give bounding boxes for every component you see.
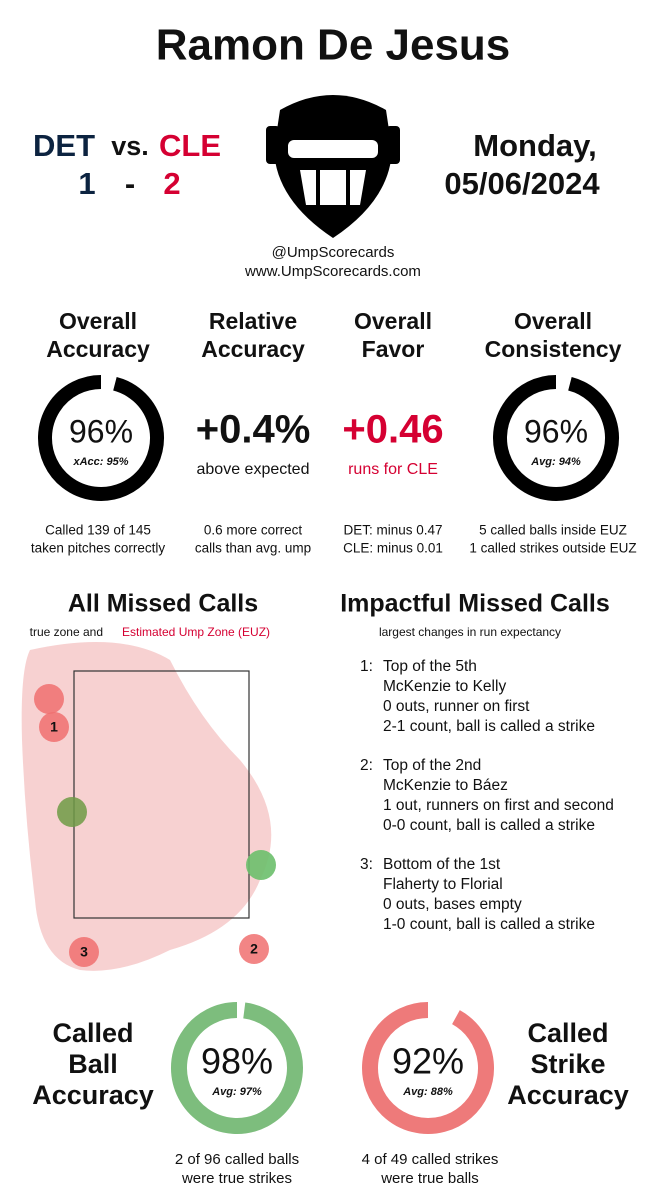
ring-sub: Avg: 94%	[530, 456, 581, 468]
item-line: 0 outs, bases empty	[383, 896, 522, 913]
metric-title: Favor	[362, 336, 425, 362]
accuracy-note: 4 of 49 called strikes	[362, 1151, 499, 1168]
metric-value: +0.46	[342, 408, 443, 452]
ring-sub: xAcc: 95%	[72, 456, 128, 468]
accuracy-title: Accuracy	[507, 1080, 629, 1110]
ring-label: 96%	[69, 413, 133, 449]
metric-note: calls than avg. ump	[195, 541, 311, 556]
metric-title: Overall	[59, 308, 137, 334]
ring-label: 96%	[524, 413, 588, 449]
metric-note: 0.6 more correct	[204, 523, 303, 538]
ring-arc	[493, 375, 619, 501]
item-line: 1 out, runners on first and second	[383, 797, 614, 814]
item-line: McKenzie to Báez	[383, 777, 508, 794]
item-line: 0-0 count, ball is called a strike	[383, 817, 595, 834]
metric-title: Overall	[354, 308, 432, 334]
item-number: 2:	[360, 757, 373, 774]
accuracy-title: Accuracy	[32, 1080, 154, 1110]
call-label: 2	[250, 941, 258, 957]
item-line: Bottom of the 1st	[383, 856, 501, 873]
accuracy-title: Called	[527, 1018, 608, 1048]
item-line: 2-1 count, ball is called a strike	[383, 718, 595, 735]
section-title: Impactful Missed Calls	[340, 590, 610, 618]
day: Monday,	[473, 128, 596, 163]
metric-note: taken pitches correctly	[31, 541, 166, 556]
item-line: Top of the 2nd	[383, 757, 481, 774]
metric-note: CLE: minus 0.01	[343, 541, 443, 556]
metric-title: Relative	[209, 308, 297, 334]
ring-label: 92%	[392, 1041, 464, 1082]
accuracy-note: were true balls	[380, 1170, 479, 1187]
accuracy-title: Called	[52, 1018, 133, 1048]
metric-value: +0.4%	[196, 408, 311, 452]
item-number: 3:	[360, 856, 373, 873]
item-line: 0 outs, runner on first	[383, 698, 530, 715]
site: www.UmpScorecards.com	[244, 263, 421, 280]
item-number: 1:	[360, 658, 373, 675]
home-score: 2	[163, 166, 180, 201]
away-score: 1	[78, 166, 95, 201]
metric-title: Overall	[514, 308, 592, 334]
zone-plot: 1 2 3	[21, 642, 276, 971]
accuracy-title: Strike	[530, 1049, 605, 1079]
vs: vs.	[111, 131, 149, 161]
accuracy-note: 2 of 96 called balls	[175, 1151, 299, 1168]
ring-sub: Avg: 88%	[402, 1086, 453, 1098]
metric-note: 5 called balls inside EUZ	[479, 523, 627, 538]
home-team: CLE	[159, 128, 221, 163]
metric-title: Accuracy	[46, 336, 150, 362]
subtitle-euz: Estimated Ump Zone (EUZ)	[122, 625, 270, 639]
ring-arc	[362, 1002, 494, 1134]
handle: @UmpScorecards	[272, 244, 395, 261]
call-label: 1	[50, 719, 58, 735]
ring-arc	[171, 1002, 303, 1134]
metric-note: DET: minus 0.47	[343, 523, 442, 538]
date: 05/06/2024	[444, 166, 600, 201]
accuracy-title: Ball	[68, 1049, 118, 1079]
item-line: Top of the 5th	[383, 658, 477, 675]
metric-title: Accuracy	[201, 336, 305, 362]
metric-note: Called 139 of 145	[45, 523, 151, 538]
ring-label: 98%	[201, 1041, 273, 1082]
metric-caption: runs for CLE	[348, 461, 438, 478]
away-team: DET	[33, 128, 95, 163]
title: Ramon De Jesus	[156, 21, 511, 70]
call-label: 3	[80, 944, 88, 960]
metric-note: 1 called strikes outside EUZ	[469, 541, 636, 556]
ring-sub: Avg: 97%	[211, 1086, 262, 1098]
dash: -	[125, 166, 135, 201]
section-title: All Missed Calls	[68, 590, 258, 618]
item-line: Flaherty to Florial	[383, 876, 503, 893]
subtitle: true zone and	[30, 625, 103, 639]
item-line: 1-0 count, ball is called a strike	[383, 916, 595, 933]
metric-caption: above expected	[197, 461, 310, 478]
ring-arc	[38, 375, 164, 501]
umpire-mask-icon	[266, 95, 400, 238]
subtitle: largest changes in run expectancy	[379, 625, 561, 639]
accuracy-note: were true strikes	[181, 1170, 292, 1187]
metric-title: Consistency	[485, 336, 622, 362]
item-line: McKenzie to Kelly	[383, 678, 506, 695]
